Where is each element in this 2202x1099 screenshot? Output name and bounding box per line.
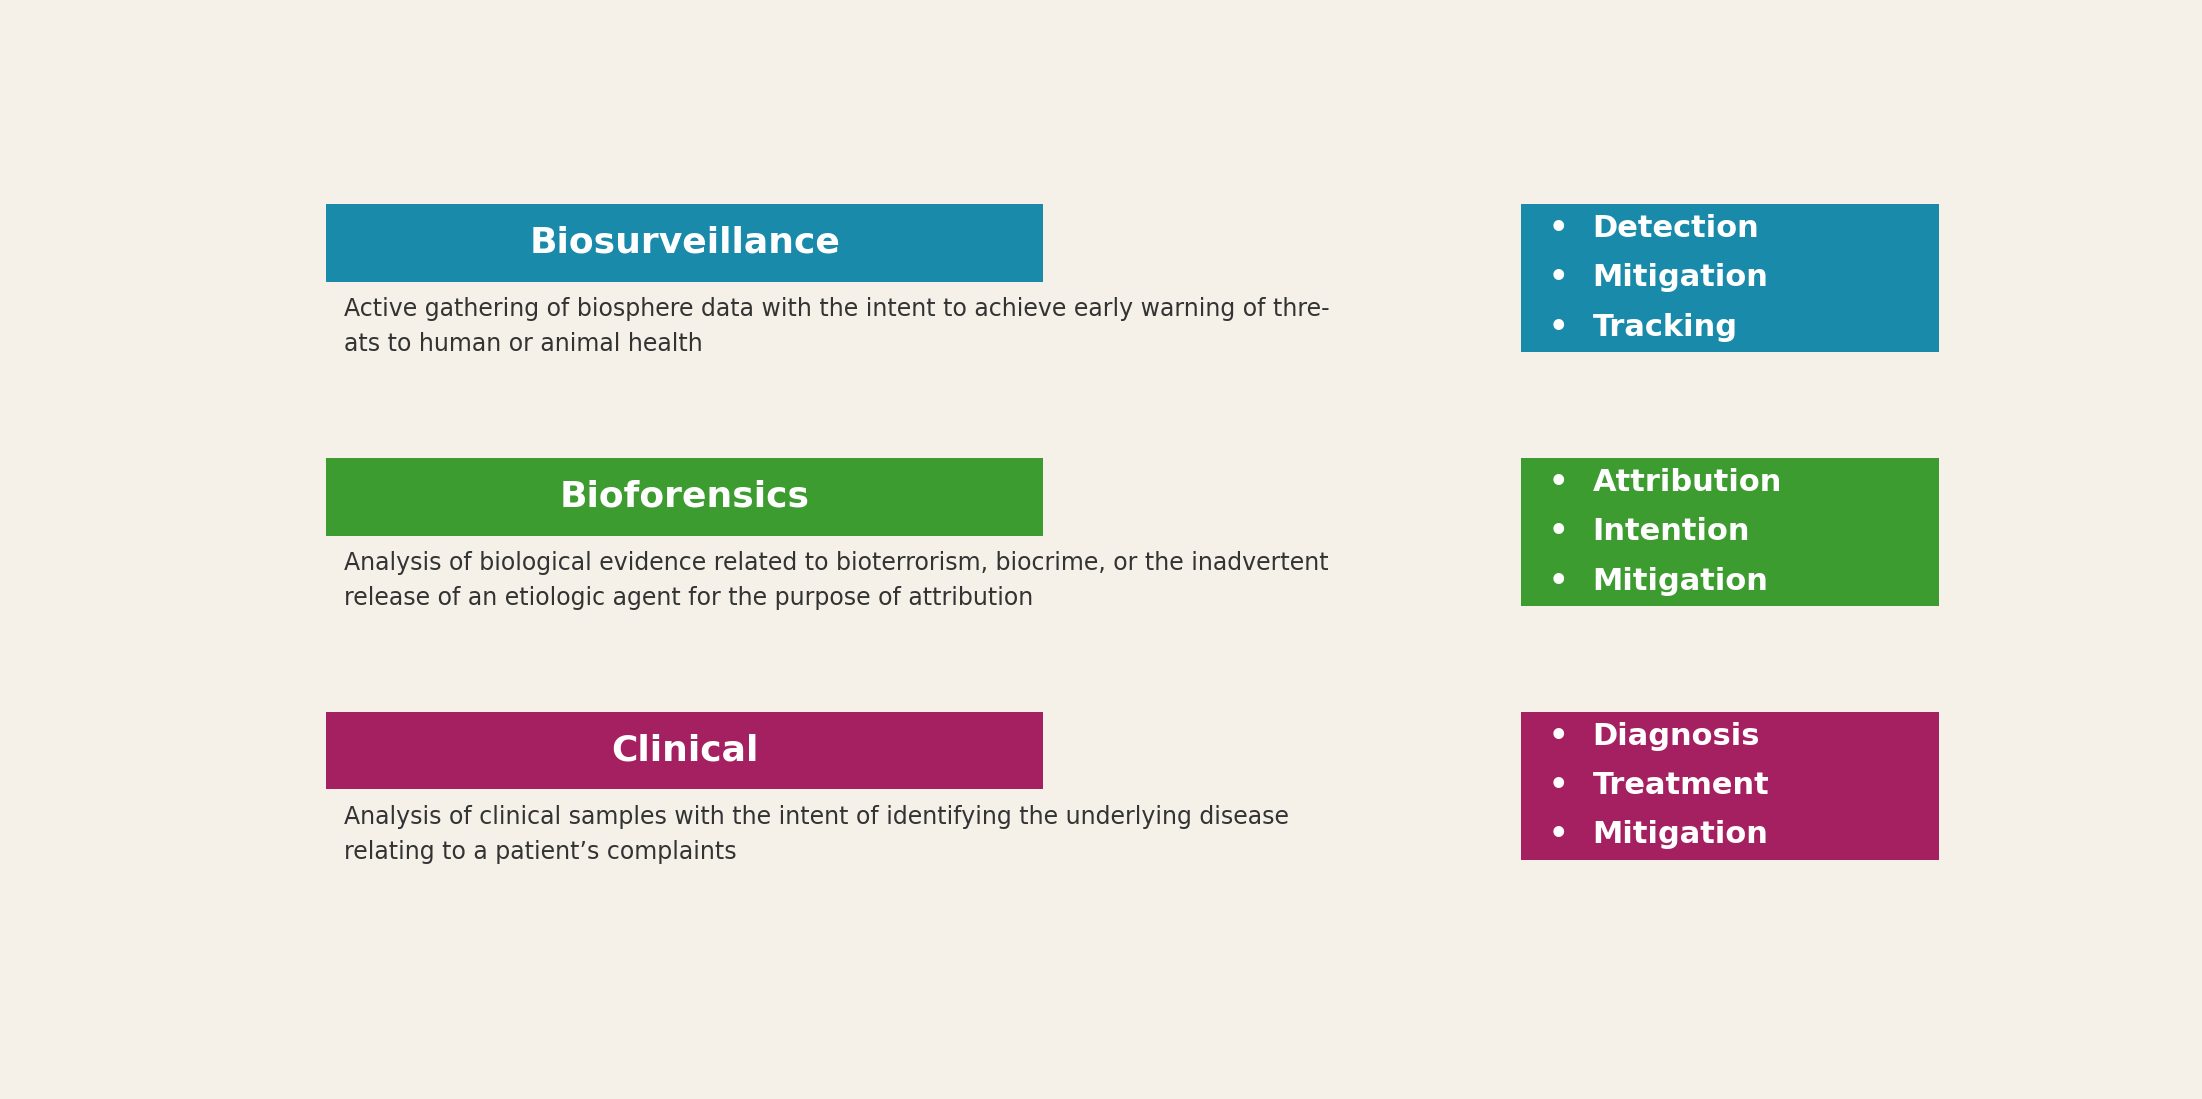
FancyBboxPatch shape (326, 457, 1044, 535)
Text: Detection: Detection (1592, 214, 1759, 243)
FancyBboxPatch shape (1522, 711, 1940, 859)
Text: Bioforensics: Bioforensics (559, 479, 810, 513)
Text: •: • (1548, 821, 1568, 850)
Text: Active gathering of biosphere data with the intent to achieve early warning of t: Active gathering of biosphere data with … (344, 297, 1330, 356)
Text: Mitigation: Mitigation (1592, 567, 1768, 596)
Text: Diagnosis: Diagnosis (1592, 722, 1759, 751)
FancyBboxPatch shape (326, 711, 1044, 789)
Text: Attribution: Attribution (1592, 468, 1781, 497)
Text: Analysis of clinical samples with the intent of identifying the underlying disea: Analysis of clinical samples with the in… (344, 804, 1288, 864)
Text: Clinical: Clinical (612, 733, 757, 767)
Text: Mitigation: Mitigation (1592, 821, 1768, 850)
Text: Treatment: Treatment (1592, 771, 1770, 800)
FancyBboxPatch shape (1522, 203, 1940, 352)
FancyBboxPatch shape (326, 203, 1044, 281)
Text: •: • (1548, 518, 1568, 546)
Text: Tracking: Tracking (1592, 313, 1737, 342)
FancyBboxPatch shape (1522, 457, 1940, 606)
Text: •: • (1548, 567, 1568, 596)
Text: Mitigation: Mitigation (1592, 264, 1768, 292)
Text: Intention: Intention (1592, 518, 1751, 546)
Text: •: • (1548, 214, 1568, 243)
Text: •: • (1548, 468, 1568, 497)
Text: •: • (1548, 264, 1568, 292)
Text: •: • (1548, 313, 1568, 342)
Text: Analysis of biological evidence related to bioterrorism, biocrime, or the inadve: Analysis of biological evidence related … (344, 551, 1328, 610)
Text: •: • (1548, 722, 1568, 751)
Text: Biosurveillance: Biosurveillance (528, 225, 841, 259)
Text: •: • (1548, 771, 1568, 800)
